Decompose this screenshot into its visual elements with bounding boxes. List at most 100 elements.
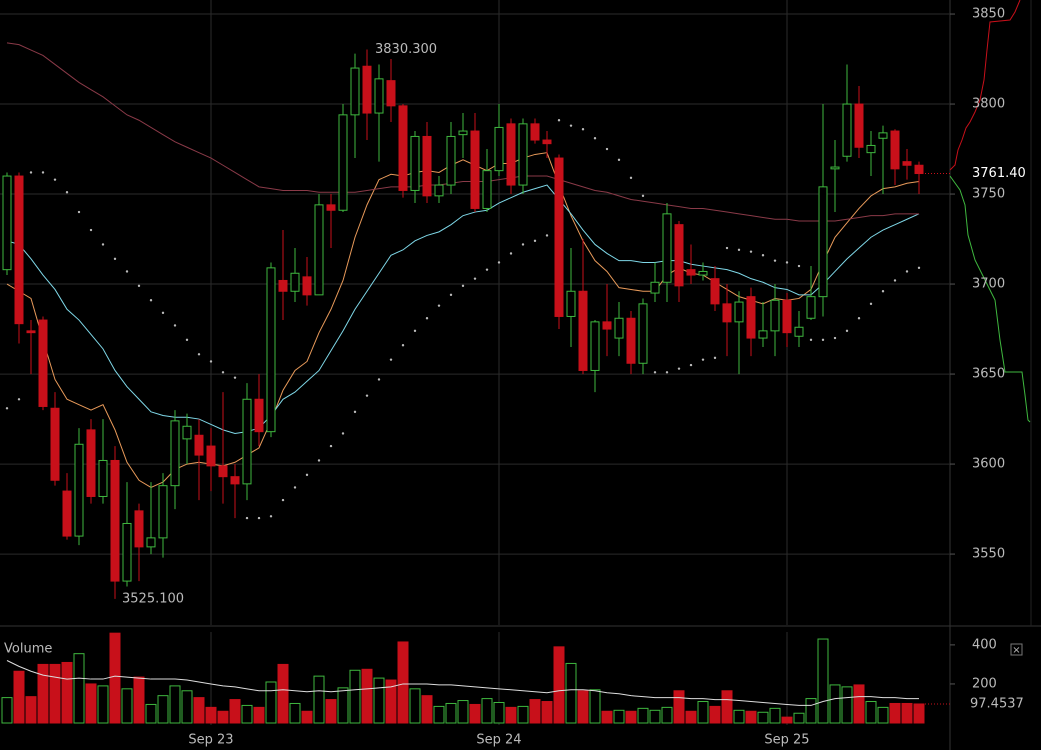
volume-bar — [325, 699, 337, 724]
candle-body — [734, 301, 744, 323]
candle-body — [86, 429, 96, 497]
sar-dot — [137, 284, 141, 288]
volume-bar — [409, 688, 421, 724]
candle-body — [578, 290, 588, 371]
candle-body — [62, 490, 72, 537]
sar-dot — [497, 261, 501, 264]
volume-bar — [193, 697, 205, 724]
candle-body — [626, 317, 636, 364]
sar-dot — [677, 367, 681, 370]
volume-bar — [793, 712, 805, 724]
candle-body — [890, 130, 900, 170]
moving-average — [6, 152, 920, 489]
sar-dot — [41, 171, 45, 174]
candle-body — [566, 290, 576, 317]
candle-body — [782, 299, 792, 334]
candle-body — [266, 267, 276, 433]
candle-body — [722, 303, 732, 323]
candle-body — [362, 65, 372, 114]
volume-bar — [205, 706, 217, 724]
volume-bar — [25, 696, 37, 724]
volume-bar — [877, 706, 889, 724]
volume-bar — [673, 690, 685, 724]
volume-bar — [1, 697, 13, 724]
y-tick-label: 3700 — [972, 277, 1005, 292]
volume-bar — [829, 684, 841, 724]
volume-bar — [433, 705, 445, 724]
volume-bar — [493, 701, 505, 724]
sar-dot — [413, 329, 417, 333]
sar-dot — [101, 243, 105, 246]
volume-bar — [637, 707, 649, 724]
volume-bar — [481, 698, 493, 724]
volume-bar — [805, 698, 817, 724]
candle-body — [542, 139, 552, 145]
sar-dot — [905, 270, 909, 273]
volume-bar — [73, 653, 85, 724]
sar-dot — [521, 243, 525, 246]
sar-dot — [305, 473, 309, 477]
sar-dot — [821, 338, 825, 342]
candle-body — [686, 269, 696, 276]
sar-dot — [617, 158, 621, 162]
candle-body — [470, 130, 480, 209]
candle-body — [650, 281, 660, 294]
sar-dot — [245, 516, 249, 520]
close-icon[interactable]: × — [1012, 645, 1020, 656]
volume-bar — [541, 701, 553, 724]
sar-dot — [485, 268, 489, 271]
sar-dot — [809, 338, 813, 342]
volume-bar — [733, 709, 745, 724]
volume-bar — [445, 702, 457, 724]
volume-bar — [361, 668, 373, 724]
sar-dot — [29, 171, 33, 174]
candle-body — [410, 135, 420, 191]
sar-dot — [365, 394, 369, 397]
volume-bar — [661, 706, 673, 724]
sar-dot — [377, 378, 381, 381]
volume-bar — [157, 695, 169, 724]
volume-bar — [769, 707, 781, 724]
volume-bar — [373, 677, 385, 724]
x-tick-label: Sep 24 — [476, 733, 521, 748]
volume-bar — [865, 701, 877, 724]
candle-body — [506, 123, 516, 186]
candle-body — [710, 278, 720, 305]
candle-body — [242, 398, 252, 485]
sar-dot — [185, 338, 189, 342]
volume-bar — [265, 681, 277, 724]
volume-bar — [277, 663, 289, 724]
candle-body — [746, 296, 756, 339]
candle-body — [146, 537, 156, 548]
candle-body — [446, 135, 456, 186]
sar-dot — [257, 516, 261, 520]
volume-bar — [901, 702, 913, 724]
sar-dot — [389, 358, 393, 361]
sar-dot — [209, 360, 213, 363]
sar-dot — [461, 284, 465, 288]
moving-average — [6, 184, 920, 434]
candle-body — [494, 126, 504, 172]
volume-bar — [697, 701, 709, 724]
candle-body — [914, 164, 924, 175]
volume-bar — [841, 686, 853, 724]
sar-dot — [221, 371, 225, 374]
candle-body — [902, 161, 912, 166]
candle-body — [218, 465, 228, 478]
sar-dot — [341, 432, 345, 435]
volume-bar — [217, 710, 229, 724]
sar-dot — [113, 257, 117, 261]
volume-bar — [625, 710, 637, 724]
candle-body — [866, 144, 876, 154]
candle-body — [38, 319, 48, 407]
volume-bar — [181, 690, 193, 724]
sar-dot — [65, 191, 69, 194]
sar-dot — [149, 299, 153, 302]
candle-body — [674, 224, 684, 287]
volume-bar — [589, 689, 601, 724]
sar-dot — [533, 239, 537, 243]
volume-bar — [253, 706, 265, 724]
sar-dot — [425, 317, 429, 320]
sar-dot — [641, 194, 645, 198]
close-pane-button[interactable] — [1010, 643, 1023, 656]
